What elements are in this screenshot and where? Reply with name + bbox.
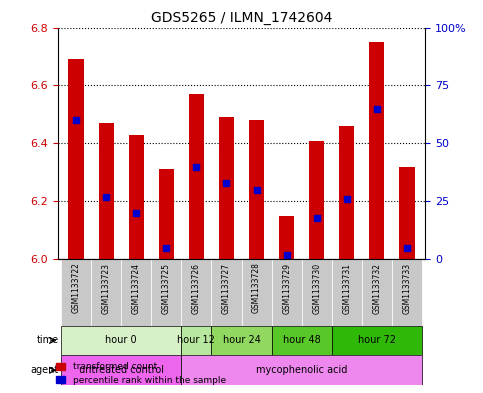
Text: time: time [36, 336, 58, 345]
Text: GSM1133733: GSM1133733 [402, 263, 412, 314]
FancyBboxPatch shape [212, 259, 242, 325]
Bar [159, 169, 174, 259]
FancyBboxPatch shape [181, 355, 422, 385]
Text: hour 72: hour 72 [358, 336, 396, 345]
FancyBboxPatch shape [271, 325, 332, 355]
FancyBboxPatch shape [332, 325, 422, 355]
Text: hour 48: hour 48 [283, 336, 321, 345]
FancyBboxPatch shape [271, 259, 302, 325]
FancyBboxPatch shape [151, 259, 181, 325]
FancyBboxPatch shape [121, 259, 151, 325]
Text: hour 0: hour 0 [105, 336, 137, 345]
FancyBboxPatch shape [61, 355, 181, 385]
Text: hour 24: hour 24 [223, 336, 260, 345]
Bar [128, 135, 144, 259]
FancyBboxPatch shape [242, 259, 271, 325]
Text: untreated control: untreated control [79, 365, 164, 375]
Text: GSM1133731: GSM1133731 [342, 263, 351, 314]
Text: GSM1133726: GSM1133726 [192, 263, 201, 314]
FancyBboxPatch shape [91, 259, 121, 325]
FancyBboxPatch shape [302, 259, 332, 325]
Bar [339, 126, 355, 259]
FancyBboxPatch shape [61, 325, 181, 355]
Bar [399, 167, 414, 259]
Bar [219, 118, 234, 259]
Bar [69, 59, 84, 259]
Text: mycophenolic acid: mycophenolic acid [256, 365, 347, 375]
Text: GSM1133722: GSM1133722 [71, 263, 81, 314]
FancyBboxPatch shape [212, 325, 271, 355]
FancyBboxPatch shape [332, 259, 362, 325]
Bar [189, 94, 204, 259]
Text: GSM1133725: GSM1133725 [162, 263, 171, 314]
Text: GSM1133728: GSM1133728 [252, 263, 261, 314]
Title: GDS5265 / ILMN_1742604: GDS5265 / ILMN_1742604 [151, 11, 332, 25]
FancyBboxPatch shape [61, 259, 91, 325]
FancyBboxPatch shape [392, 259, 422, 325]
Text: GSM1133732: GSM1133732 [372, 263, 382, 314]
Text: GSM1133723: GSM1133723 [101, 263, 111, 314]
Text: GSM1133729: GSM1133729 [282, 263, 291, 314]
Legend: transformed count, percentile rank within the sample: transformed count, percentile rank withi… [53, 359, 229, 389]
Text: hour 12: hour 12 [177, 336, 215, 345]
FancyBboxPatch shape [362, 259, 392, 325]
FancyBboxPatch shape [181, 259, 212, 325]
Text: agent: agent [30, 365, 58, 375]
Text: GSM1133724: GSM1133724 [132, 263, 141, 314]
Bar [249, 120, 264, 259]
Bar [99, 123, 114, 259]
FancyBboxPatch shape [181, 325, 212, 355]
Text: GSM1133730: GSM1133730 [312, 263, 321, 314]
Bar [369, 42, 384, 259]
Text: GSM1133727: GSM1133727 [222, 263, 231, 314]
Bar [309, 141, 324, 259]
Bar [279, 216, 294, 259]
